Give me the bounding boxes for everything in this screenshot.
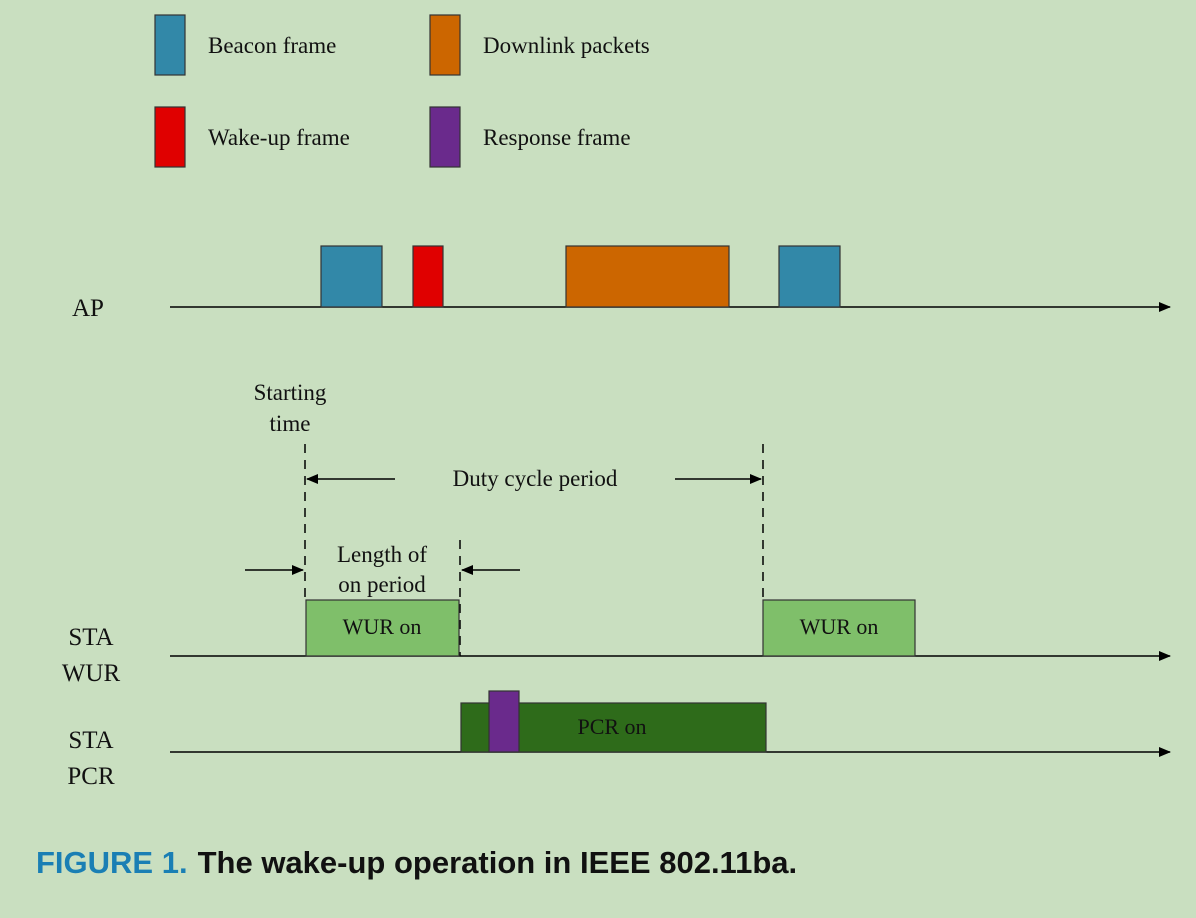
legend-downlink-label: Downlink packets: [483, 33, 650, 58]
sta-wur-label-line1: STA: [68, 624, 113, 651]
legend-beacon-label: Beacon frame: [208, 33, 336, 58]
starting-time-line1: Starting: [254, 380, 327, 405]
legend-beacon-swatch: [154, 14, 186, 76]
figure-caption: FIGURE 1. The wake-up operation in IEEE 8…: [36, 845, 797, 881]
pcr-response-frame: [488, 690, 520, 753]
ap-beacon-frame-1: [320, 245, 383, 308]
ap-downlink-packets: [565, 245, 730, 308]
pcr-on-label: PCR on: [577, 714, 646, 739]
ap-row: AP: [72, 245, 1171, 322]
legend-response-label: Response frame: [483, 125, 631, 150]
sta-wur-label-line2: WUR: [62, 660, 121, 687]
ap-wakeup-frame: [412, 245, 444, 308]
legend-wakeup-label: Wake-up frame: [208, 125, 350, 150]
figure-label: FIGURE 1.: [36, 845, 188, 880]
ap-label: AP: [72, 295, 104, 322]
sta-pcr-row: STA PCR PCR on: [67, 690, 1171, 790]
legend-downlink-swatch: [429, 14, 461, 76]
sta-pcr-label-line2: PCR: [67, 763, 115, 790]
wur-on-label-1: WUR on: [343, 614, 422, 639]
on-period-line2: on period: [338, 572, 426, 597]
legend-response-swatch: [429, 106, 461, 168]
wur-on-label-2: WUR on: [800, 614, 879, 639]
wur-on-block-1: [305, 599, 460, 657]
timing-annotations: Starting time Duty cycle period Length o…: [245, 380, 764, 656]
legend-wakeup-swatch: [154, 106, 186, 168]
ap-beacon-frame-2: [778, 245, 841, 308]
sta-wur-row: STA WUR WUR on WUR on: [62, 599, 1171, 687]
sta-pcr-label-line1: STA: [68, 727, 113, 754]
on-period-line1: Length of: [337, 542, 427, 567]
duty-cycle-period-label: Duty cycle period: [453, 466, 618, 491]
legend: Beacon frame Downlink packets Wake-up fr…: [154, 14, 650, 168]
wur-on-block-2: [762, 599, 916, 657]
caption-text: The wake-up operation in IEEE 802.11ba.: [197, 845, 798, 880]
starting-time-line2: time: [270, 411, 311, 436]
